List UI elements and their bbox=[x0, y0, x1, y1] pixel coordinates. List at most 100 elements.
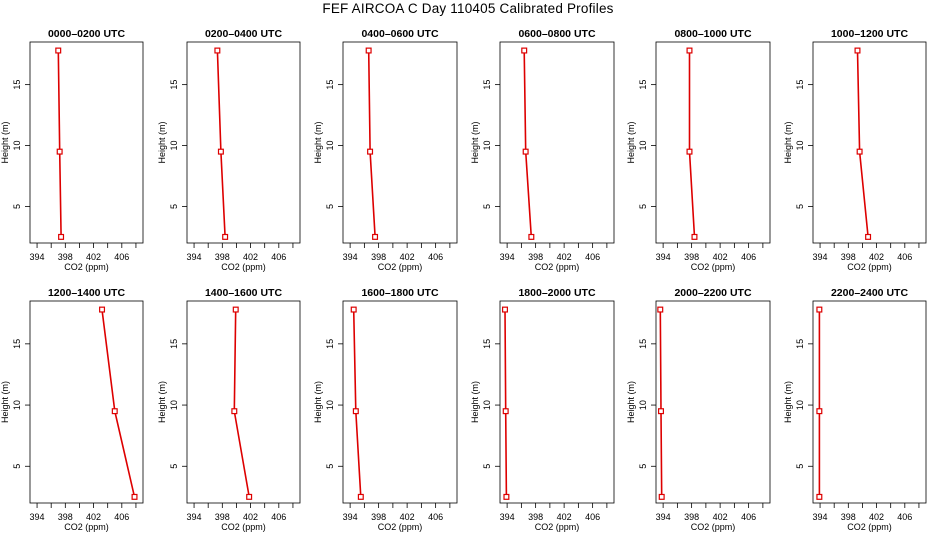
x-tick-label: 398 bbox=[684, 512, 699, 522]
x-tick-label: 402 bbox=[869, 252, 884, 262]
x-tick-label: 398 bbox=[215, 512, 230, 522]
y-tick-label: 15 bbox=[169, 80, 179, 90]
x-tick-label: 394 bbox=[343, 512, 358, 522]
y-axis-label: Height (m) bbox=[470, 381, 480, 423]
x-tick-label: 406 bbox=[585, 252, 600, 262]
panel-title: 2000–2200 UTC bbox=[674, 287, 751, 299]
x-tick-label: 402 bbox=[86, 252, 101, 262]
y-axis-label: Height (m) bbox=[313, 381, 323, 423]
x-tick-label: 406 bbox=[741, 512, 756, 522]
x-axis-label: CO2 (ppm) bbox=[847, 522, 892, 532]
plot-frame bbox=[499, 300, 615, 504]
x-tick-label: 398 bbox=[215, 252, 230, 262]
y-tick-label: 5 bbox=[12, 204, 22, 209]
y-tick-label: 5 bbox=[169, 204, 179, 209]
x-tick-label: 398 bbox=[371, 512, 386, 522]
y-axis-label: Height (m) bbox=[783, 381, 793, 423]
x-tick-label: 406 bbox=[741, 252, 756, 262]
x-tick-label: 402 bbox=[400, 252, 415, 262]
y-tick-label: 10 bbox=[169, 400, 179, 410]
x-tick-label: 398 bbox=[841, 252, 856, 262]
y-tick-label: 5 bbox=[12, 464, 22, 469]
x-tick-label: 394 bbox=[187, 252, 202, 262]
panel-title: 0400–0600 UTC bbox=[361, 28, 438, 40]
x-tick-label: 406 bbox=[428, 512, 443, 522]
x-tick-label: 398 bbox=[58, 252, 73, 262]
data-point bbox=[501, 306, 508, 313]
panel-title: 2200–2400 UTC bbox=[831, 287, 908, 299]
y-tick-label: 15 bbox=[169, 339, 179, 349]
x-tick-label: 402 bbox=[713, 252, 728, 262]
x-axis-label: CO2 (ppm) bbox=[378, 262, 423, 272]
profile-line bbox=[504, 309, 508, 497]
panel-title: 1200–1400 UTC bbox=[48, 287, 125, 299]
x-axis-label: CO2 (ppm) bbox=[535, 522, 580, 532]
data-point bbox=[232, 306, 239, 313]
data-point bbox=[657, 306, 664, 313]
y-tick-label: 15 bbox=[795, 339, 805, 349]
profile-line bbox=[101, 309, 136, 498]
x-axis-label: CO2 (ppm) bbox=[535, 262, 580, 272]
data-point bbox=[246, 493, 253, 500]
y-axis-label: Height (m) bbox=[157, 121, 167, 163]
plot-frame bbox=[342, 300, 458, 504]
y-axis-label: Height (m) bbox=[626, 381, 636, 423]
x-tick-label: 406 bbox=[585, 512, 600, 522]
panel-title: 1000–1200 UTC bbox=[831, 28, 908, 40]
x-tick-label: 406 bbox=[897, 512, 912, 522]
x-tick-label: 394 bbox=[30, 252, 45, 262]
data-point bbox=[214, 47, 221, 54]
panel-10: 1800–2000 UTC 394 398 402 406 5 10 15 CO2 (ppm) H… bbox=[470, 287, 615, 532]
y-tick-label: 10 bbox=[795, 400, 805, 410]
y-tick-label: 5 bbox=[638, 464, 648, 469]
x-tick-label: 394 bbox=[187, 512, 202, 522]
panel-1: 0000–0200 UTC 394 398 402 406 5 10 15 CO2 (ppm) H… bbox=[0, 28, 144, 272]
x-tick-label: 402 bbox=[557, 252, 572, 262]
data-point bbox=[99, 306, 106, 313]
data-point bbox=[503, 493, 510, 500]
profile-line bbox=[688, 50, 696, 237]
y-tick-label: 15 bbox=[12, 80, 22, 90]
plot-frame bbox=[655, 300, 771, 504]
panel-3: 0400–0600 UTC 394 398 402 406 5 10 15 CO2 (ppm) H… bbox=[313, 28, 458, 272]
y-tick-label: 5 bbox=[795, 464, 805, 469]
x-tick-label: 398 bbox=[528, 252, 543, 262]
data-point bbox=[686, 47, 693, 54]
y-axis-label: Height (m) bbox=[783, 121, 793, 163]
data-point bbox=[521, 47, 528, 54]
y-axis-label: Height (m) bbox=[0, 121, 10, 163]
x-tick-label: 406 bbox=[271, 512, 286, 522]
data-point bbox=[217, 148, 224, 155]
x-axis-label: CO2 (ppm) bbox=[64, 262, 109, 272]
figure-title: FEF AIRCOA C Day 110405 Calibrated Profi… bbox=[322, 1, 614, 16]
data-point bbox=[111, 408, 118, 415]
profile-line bbox=[659, 309, 663, 497]
x-axis-label: CO2 (ppm) bbox=[847, 262, 892, 272]
panel-5: 0800–1000 UTC 394 398 402 406 5 10 15 CO2 (ppm) H… bbox=[626, 28, 771, 272]
panel-11: 2000–2200 UTC 394 398 402 406 5 10 15 CO2 (ppm) H… bbox=[626, 287, 771, 532]
y-axis-label: Height (m) bbox=[157, 381, 167, 423]
data-point bbox=[367, 148, 374, 155]
x-tick-label: 402 bbox=[400, 512, 415, 522]
x-tick-label: 394 bbox=[500, 512, 515, 522]
panel-title: 1400–1600 UTC bbox=[205, 287, 282, 299]
y-axis-label: Height (m) bbox=[470, 121, 480, 163]
y-tick-label: 5 bbox=[795, 204, 805, 209]
plot-frame bbox=[186, 41, 301, 244]
y-tick-label: 5 bbox=[482, 204, 492, 209]
x-axis-label: CO2 (ppm) bbox=[64, 522, 109, 532]
y-tick-label: 5 bbox=[325, 204, 335, 209]
y-tick-label: 5 bbox=[169, 464, 179, 469]
x-tick-label: 406 bbox=[428, 252, 443, 262]
x-axis-label: CO2 (ppm) bbox=[691, 262, 736, 272]
data-point bbox=[365, 47, 372, 54]
data-point bbox=[528, 233, 535, 240]
y-tick-label: 15 bbox=[638, 339, 648, 349]
data-point bbox=[854, 47, 861, 54]
data-point bbox=[816, 408, 823, 415]
plot-frame bbox=[812, 300, 927, 504]
y-axis-label: Height (m) bbox=[626, 121, 636, 163]
x-tick-label: 406 bbox=[897, 252, 912, 262]
x-tick-label: 394 bbox=[343, 252, 358, 262]
